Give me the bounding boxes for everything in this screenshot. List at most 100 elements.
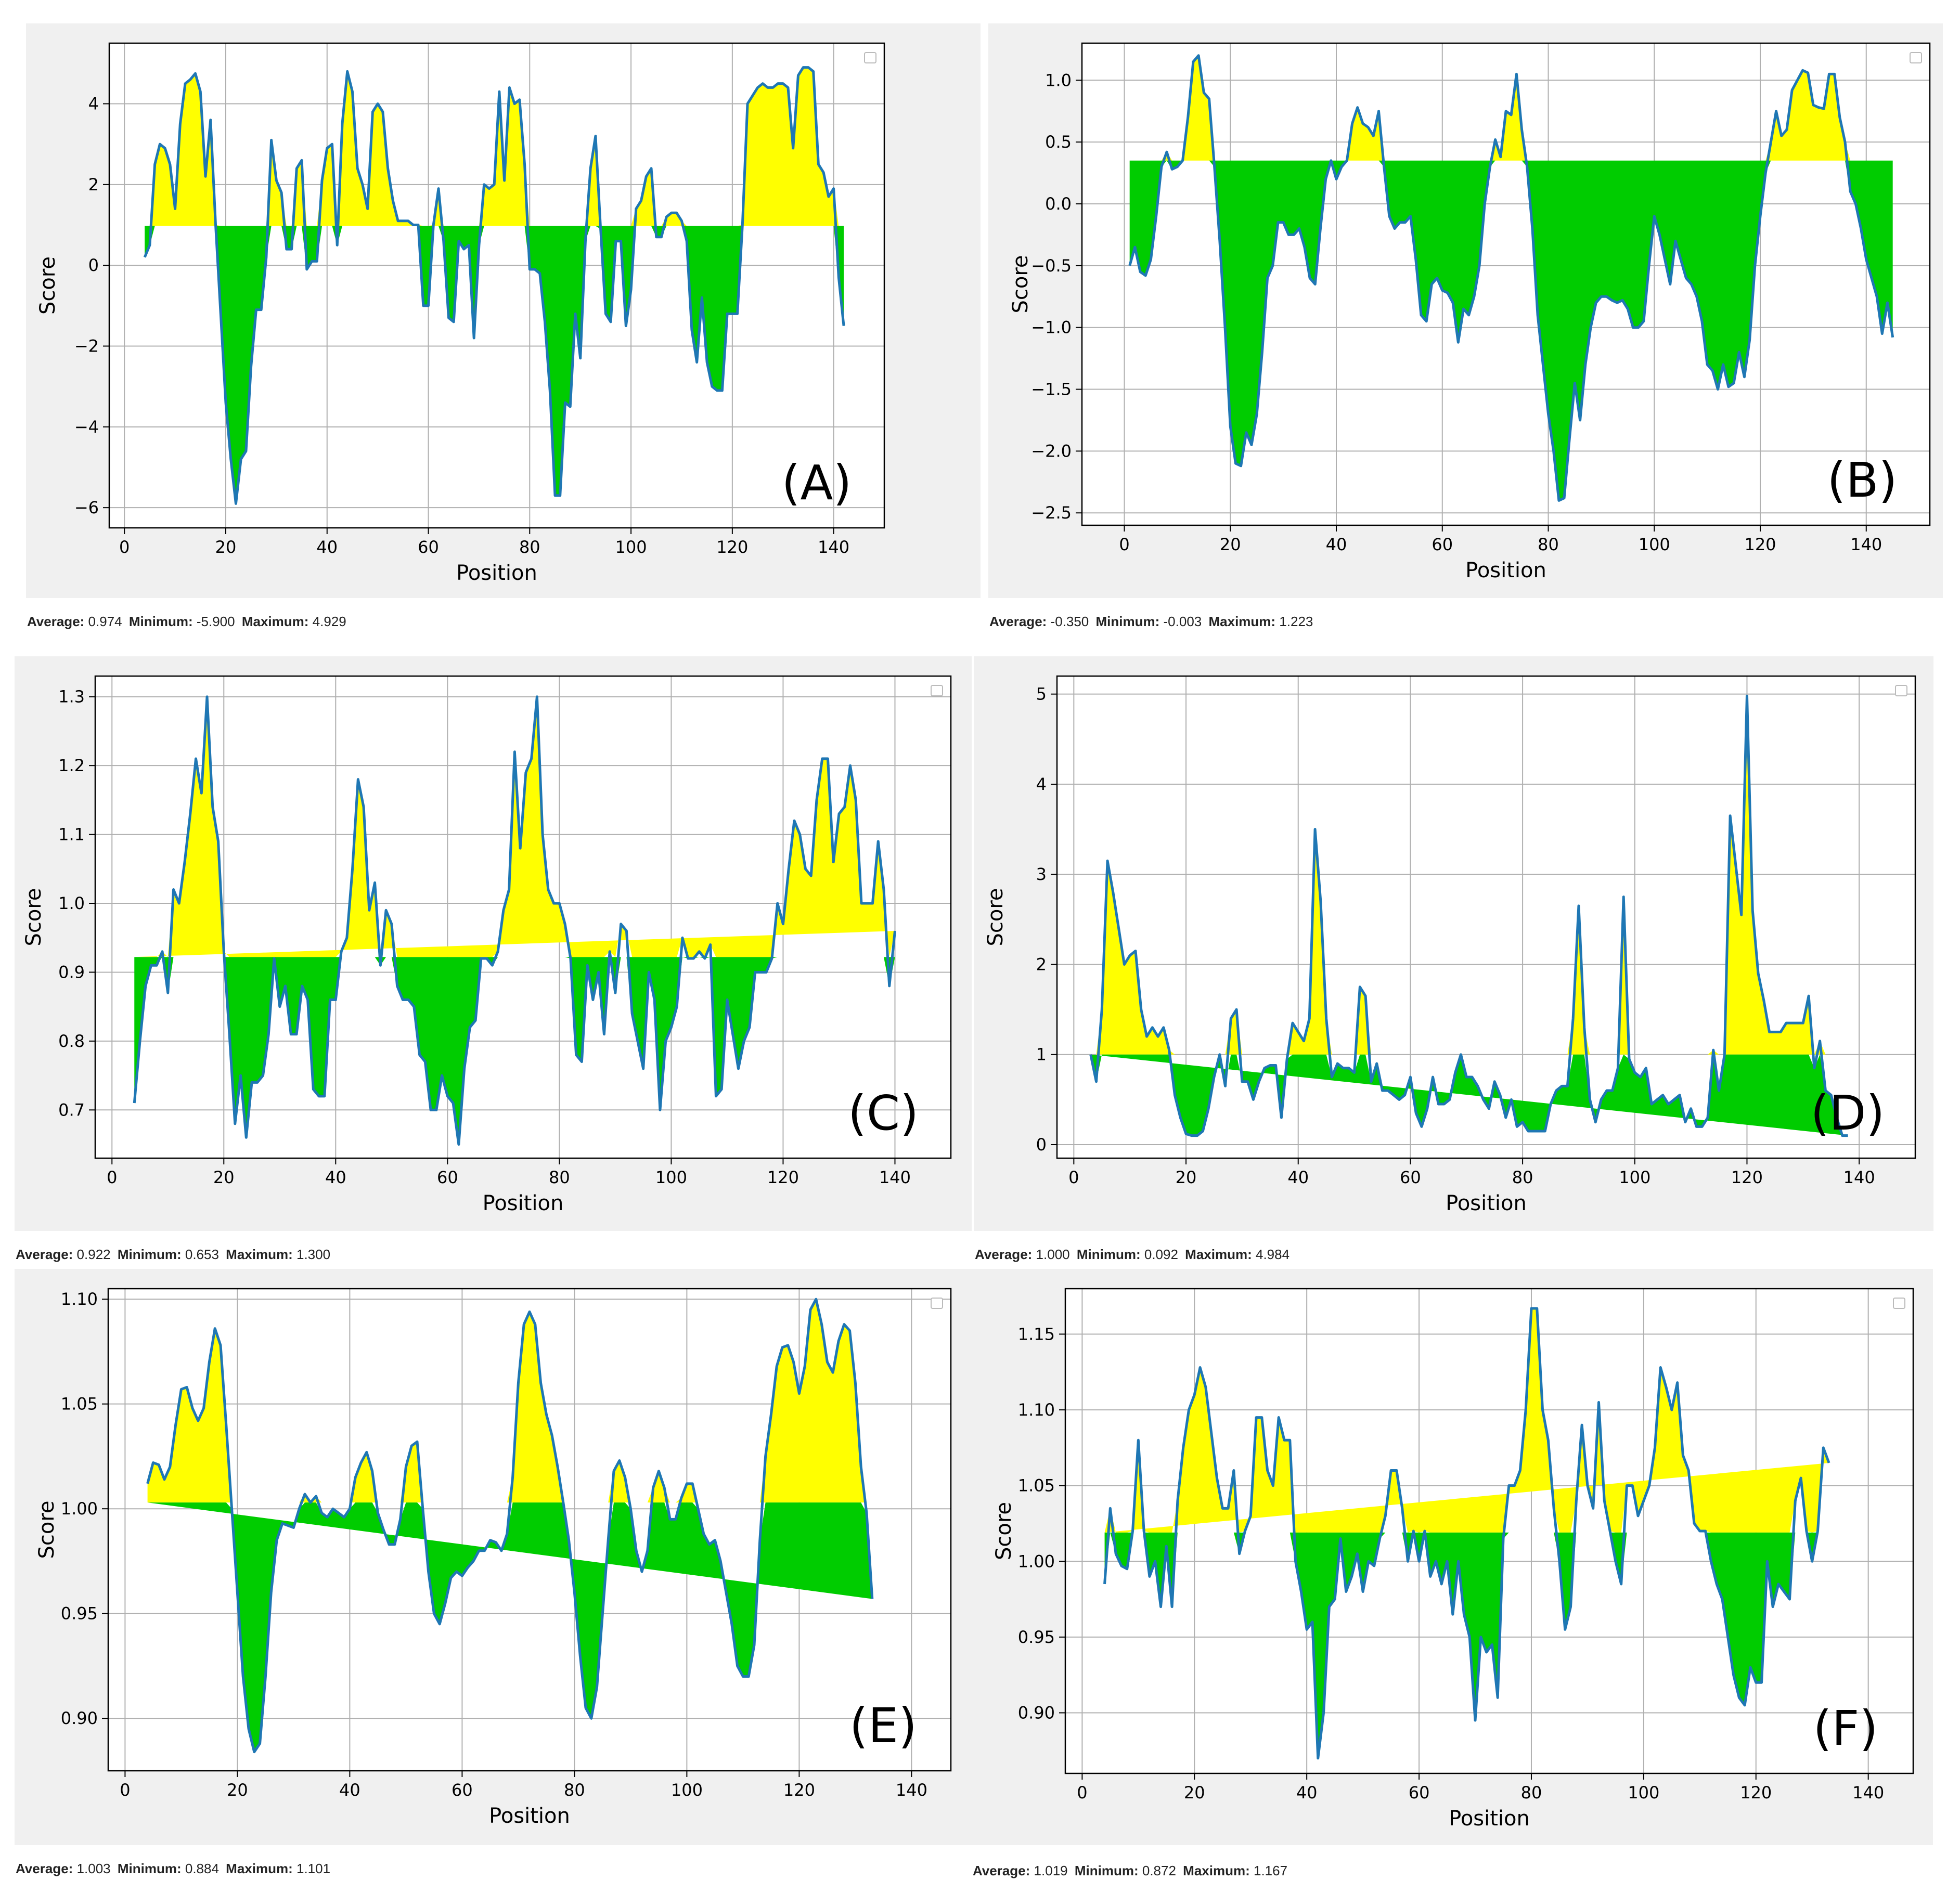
y-tick-label: 0.9	[58, 962, 85, 982]
y-tick-label: −2.5	[1031, 503, 1072, 523]
y-tick-label: −6	[74, 498, 99, 517]
x-tick-label: 40	[325, 1168, 346, 1187]
x-tick-label: 80	[1538, 535, 1559, 554]
axes-frame	[1064, 1288, 1914, 1774]
x-tick-label: 120	[767, 1168, 799, 1187]
legend-box	[931, 685, 943, 696]
axes-frame	[1081, 42, 1931, 526]
below-threshold-fill	[1129, 160, 1893, 501]
y-tick-label: 2	[1036, 954, 1047, 974]
score-line	[1128, 54, 1894, 502]
x-tick-label: 40	[1296, 1783, 1318, 1803]
score-line	[1103, 1307, 1830, 1760]
panel-d: 0 20 40 60 80 100 120 140 0 1 2 3 4 5 Position Score (D)	[974, 656, 1933, 1231]
panel-f: 0 20 40 60 80 100 120 140 0.90 0.95 1.00 1.05 1.10 1.…	[972, 1269, 1933, 1845]
x-tick-label: 20	[215, 537, 237, 557]
x-tick-label: 120	[783, 1780, 815, 1800]
y-tick-label: 1.2	[58, 756, 85, 775]
legend-box	[864, 52, 876, 63]
y-axis-label: Score	[1009, 255, 1033, 313]
below-threshold-fill	[1104, 1532, 1829, 1758]
x-tick-label: 60	[1400, 1168, 1421, 1187]
y-tick-label: 1.05	[61, 1394, 98, 1414]
y-tick-label: 0.95	[61, 1604, 98, 1624]
panel-b: 0 20 40 60 80 100 120 140 −2.5 −2.0 −1.5 −1.0 −0.5 0.…	[988, 23, 1943, 598]
legend-box	[931, 1298, 943, 1309]
x-tick-label: 60	[418, 537, 439, 557]
stats-d: Average: 1.000 Minimum: 0.092 Maximum: 4…	[975, 1247, 1290, 1262]
x-tick-label: 140	[1850, 535, 1882, 554]
y-axis-label: Score	[35, 1500, 59, 1559]
x-tick-label: 0	[1077, 1783, 1087, 1803]
below-threshold-fill	[134, 957, 895, 1145]
y-tick-label: −2.0	[1031, 441, 1072, 461]
y-tick-label: 1.10	[61, 1289, 98, 1309]
x-tick-label: 80	[1521, 1783, 1542, 1803]
panel-c: 0 20 40 60 80 100 120 140 0.7 0.8 0.9 1.0 1.1 1.2 1.3 P…	[15, 656, 972, 1231]
y-tick-label: 1.00	[61, 1499, 98, 1519]
score-line	[1089, 694, 1848, 1137]
y-tick-label: −0.5	[1031, 256, 1072, 276]
panel-e: 0 20 40 60 80 100 120 140 0.90 0.95 1.00 1.05 1.10 Po…	[15, 1269, 972, 1845]
x-tick-label: 120	[1731, 1168, 1763, 1187]
y-tick-label: −2	[74, 336, 99, 356]
x-tick-label: 20	[1176, 1168, 1197, 1187]
x-tick-label: 0	[1119, 535, 1129, 554]
y-axis-label: Score	[22, 888, 46, 946]
x-tick-label: 100	[615, 537, 647, 557]
y-tick-label: 0.5	[1045, 132, 1072, 152]
x-tick-label: 100	[671, 1780, 703, 1800]
axes-frame	[94, 675, 952, 1159]
stats-e: Average: 1.003 Minimum: 0.884 Maximum: 1…	[16, 1861, 331, 1876]
chart-b: 0 20 40 60 80 100 120 140 −2.5 −2.0 −1.5 −1.0 −0.5 0.…	[1009, 42, 1931, 582]
x-axis-label: Position	[1465, 559, 1546, 582]
x-tick-label: 0	[107, 1168, 117, 1187]
x-tick-label: 60	[437, 1168, 458, 1187]
axes-frame	[108, 42, 885, 529]
y-tick-label: −1.5	[1031, 380, 1072, 399]
x-tick-label: 60	[452, 1780, 473, 1800]
y-tick-label: 1.00	[1018, 1551, 1055, 1571]
y-tick-label: 2	[88, 175, 99, 195]
y-tick-label: 1	[1036, 1045, 1047, 1065]
stats-a: Average: 0.974 Minimum: -5.900 Maximum: …	[27, 614, 346, 629]
stats-f: Average: 1.019 Minimum: 0.872 Maximum: 1…	[973, 1863, 1288, 1878]
x-tick-label: 40	[1287, 1168, 1309, 1187]
x-tick-label: 140	[1852, 1783, 1884, 1803]
axes-frame	[107, 1288, 952, 1772]
x-tick-label: 140	[1843, 1168, 1875, 1187]
x-tick-label: 40	[1326, 535, 1347, 554]
x-tick-label: 100	[1619, 1168, 1650, 1187]
y-tick-label: 0.8	[58, 1031, 85, 1051]
y-tick-label: 1.0	[58, 893, 85, 913]
below-threshold-fill	[147, 1502, 872, 1752]
y-tick-label: 1.1	[58, 825, 85, 845]
chart-e: 0 20 40 60 80 100 120 140 0.90 0.95 1.00 1.05 1.10 Po…	[35, 1288, 952, 1828]
score-line	[143, 66, 845, 505]
y-tick-label: 4	[1036, 774, 1047, 794]
panel-letter: (A)	[782, 455, 852, 511]
x-tick-label: 140	[896, 1780, 927, 1800]
y-tick-label: 4	[88, 94, 99, 114]
x-tick-label: 80	[519, 537, 540, 557]
x-axis-label: Position	[489, 1804, 570, 1828]
y-tick-label: 0.7	[58, 1100, 85, 1120]
legend-box	[1893, 1298, 1905, 1309]
y-axis-label: Score	[36, 256, 60, 315]
y-axis-label: Score	[992, 1502, 1016, 1560]
y-tick-label: 1.3	[58, 687, 85, 707]
x-tick-label: 20	[213, 1168, 235, 1187]
y-tick-label: 0	[1036, 1135, 1047, 1155]
above-threshold-fill	[1129, 55, 1893, 161]
panel-letter: (B)	[1827, 452, 1898, 508]
x-tick-label: 140	[879, 1168, 911, 1187]
y-tick-label: −1.0	[1031, 318, 1072, 338]
x-tick-label: 20	[1184, 1783, 1205, 1803]
legend-box	[1910, 52, 1922, 63]
x-tick-label: 100	[655, 1168, 687, 1187]
stats-b: Average: -0.350 Minimum: -0.003 Maximum:…	[989, 614, 1313, 629]
panel-letter: (C)	[848, 1085, 919, 1141]
panel-a: 0 20 40 60 80 100 120 140 −6 −4 −2 0 2 4 Position Score…	[26, 23, 981, 598]
x-tick-label: 80	[549, 1168, 570, 1187]
chart-f: 0 20 40 60 80 100 120 140 0.90 0.95 1.00 1.05 1.10 1.…	[992, 1288, 1914, 1831]
